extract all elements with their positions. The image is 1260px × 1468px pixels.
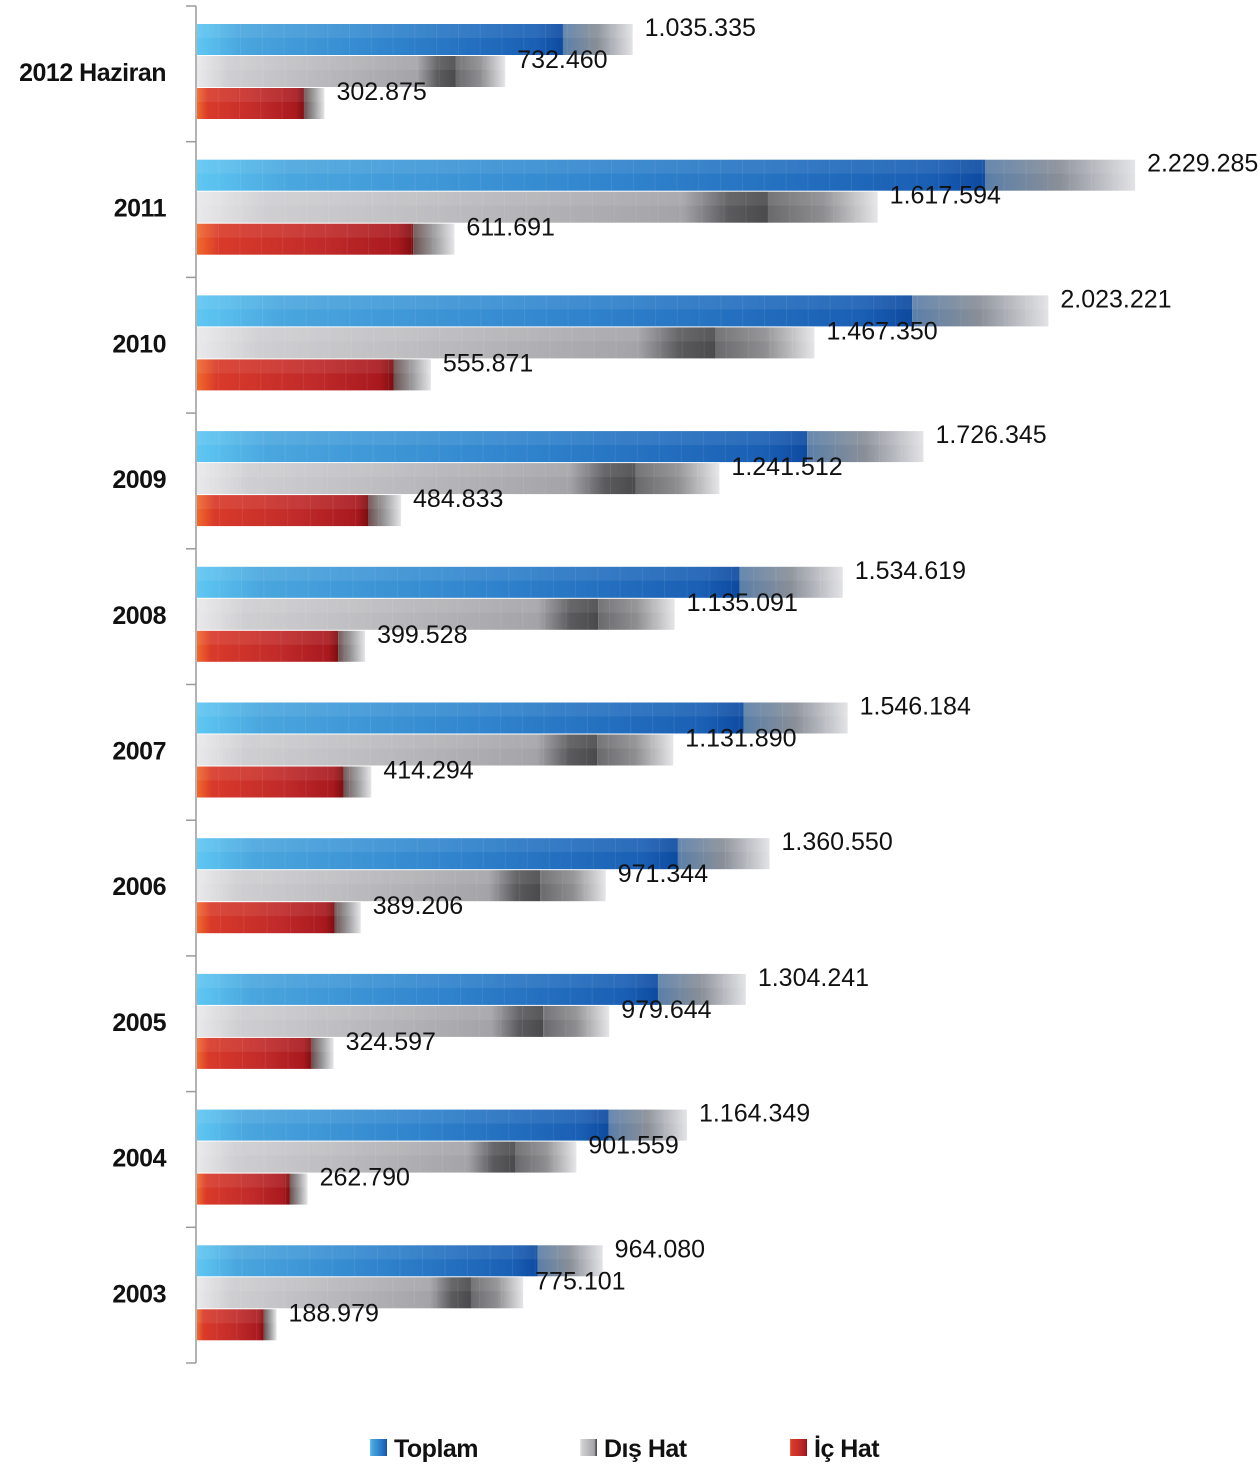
legend-label-ic-hat: İç Hat [814, 1435, 880, 1463]
bar-ic-hat [197, 902, 361, 934]
category-label: 2009 [112, 466, 166, 494]
bar-dis-hat [197, 870, 606, 902]
legend-label-toplam: Toplam [394, 1435, 478, 1463]
category-labels: 2012 Haziran 2011 2010 2009 2008 2007 2006 2005… [19, 59, 167, 1308]
value-label-toplam: 1.726.345 [935, 421, 1046, 449]
bar-toplam [197, 702, 848, 734]
category-label: 2007 [112, 738, 166, 766]
legend-item-toplam: Toplam [370, 1435, 479, 1463]
bar-toplam [197, 838, 770, 870]
bar-ic-hat [197, 1173, 308, 1205]
value-label-ic-hat: 611.691 [466, 214, 555, 242]
bar-toplam [197, 24, 633, 55]
value-label-ic-hat: 399.528 [377, 621, 467, 649]
value-label-toplam: 1.304.241 [758, 964, 869, 992]
bars [197, 24, 1136, 1341]
value-label-dis-hat: 775.101 [535, 1267, 625, 1295]
bar-ic-hat [197, 223, 455, 255]
value-label-toplam: 1.534.619 [855, 557, 966, 585]
bar-dis-hat [197, 56, 506, 87]
y-axis-ticks [186, 5, 196, 1364]
category-label: 2012 Haziran [19, 59, 166, 87]
bar-toplam [197, 1109, 687, 1141]
value-label-ic-hat: 414.294 [383, 757, 473, 785]
value-label-ic-hat: 302.875 [336, 78, 426, 106]
bar-toplam [197, 1245, 603, 1277]
category-label: 2010 [112, 330, 166, 358]
bar-dis-hat [197, 327, 815, 359]
bar-toplam [197, 973, 746, 1005]
bar-toplam [197, 566, 843, 598]
value-label-dis-hat: 1.131.890 [685, 725, 796, 753]
value-label-dis-hat: 1.617.594 [890, 182, 1001, 210]
value-label-toplam: 2.023.221 [1060, 285, 1171, 313]
legend-swatch-ic-hat [790, 1439, 807, 1456]
value-label-dis-hat: 1.241.512 [731, 453, 842, 481]
category-label: 2003 [112, 1280, 166, 1308]
bar-dis-hat [197, 598, 675, 630]
category-label: 2005 [112, 1009, 166, 1037]
value-label-toplam: 1.360.550 [782, 828, 893, 856]
bar-ic-hat [197, 88, 325, 119]
value-label-dis-hat: 979.644 [621, 996, 711, 1024]
legend: Toplam Dış Hat İç Hat [370, 1435, 881, 1463]
value-label-toplam: 1.546.184 [860, 693, 971, 721]
value-label-toplam: 1.035.335 [645, 14, 756, 42]
legend-label-dis-hat: Dış Hat [604, 1435, 688, 1463]
bar-ic-hat [197, 495, 402, 527]
value-label-ic-hat: 324.597 [346, 1028, 436, 1056]
bar-ic-hat [197, 1309, 277, 1341]
category-label: 2004 [112, 1145, 166, 1173]
bar-toplam [197, 295, 1049, 327]
legend-swatch-dis-hat [580, 1439, 597, 1456]
value-label-toplam: 964.080 [615, 1235, 705, 1263]
bar-dis-hat [197, 191, 878, 223]
bar-dis-hat [197, 1141, 577, 1173]
value-label-ic-hat: 484.833 [413, 485, 503, 513]
value-label-toplam: 1.164.349 [699, 1100, 810, 1128]
bar-ic-hat [197, 766, 372, 798]
y-axis [186, 5, 197, 1364]
legend-item-ic-hat: İç Hat [790, 1435, 881, 1463]
value-label-dis-hat: 901.559 [588, 1132, 678, 1160]
bar-dis-hat [197, 734, 674, 766]
value-label-ic-hat: 389.206 [373, 892, 463, 920]
bar-toplam [197, 431, 924, 463]
bar-ic-hat [197, 359, 431, 391]
bar-dis-hat [197, 1005, 610, 1037]
value-label-toplam: 2.229.285 [1147, 150, 1258, 178]
value-labels: 1.035.335 732.460 302.875 2.229.285 1.617.59… [289, 14, 1259, 1327]
value-label-ic-hat: 188.979 [289, 1299, 379, 1327]
value-label-dis-hat: 1.135.091 [687, 589, 798, 617]
value-label-ic-hat: 262.790 [320, 1164, 410, 1192]
legend-swatch-toplam [370, 1439, 387, 1456]
category-label: 2008 [112, 602, 166, 630]
value-label-dis-hat: 971.344 [618, 860, 708, 888]
bar-dis-hat [197, 463, 720, 495]
value-label-dis-hat: 732.460 [517, 46, 607, 74]
value-label-dis-hat: 1.467.350 [826, 317, 937, 345]
bar-toplam [197, 159, 1136, 191]
bar-ic-hat [197, 630, 366, 662]
value-label-ic-hat: 555.871 [443, 349, 533, 377]
bar-ic-hat [197, 1037, 334, 1069]
bar-dis-hat [197, 1277, 524, 1309]
legend-item-dis-hat: Dış Hat [580, 1435, 688, 1463]
category-label: 2011 [114, 195, 167, 223]
category-label: 2006 [112, 873, 166, 901]
